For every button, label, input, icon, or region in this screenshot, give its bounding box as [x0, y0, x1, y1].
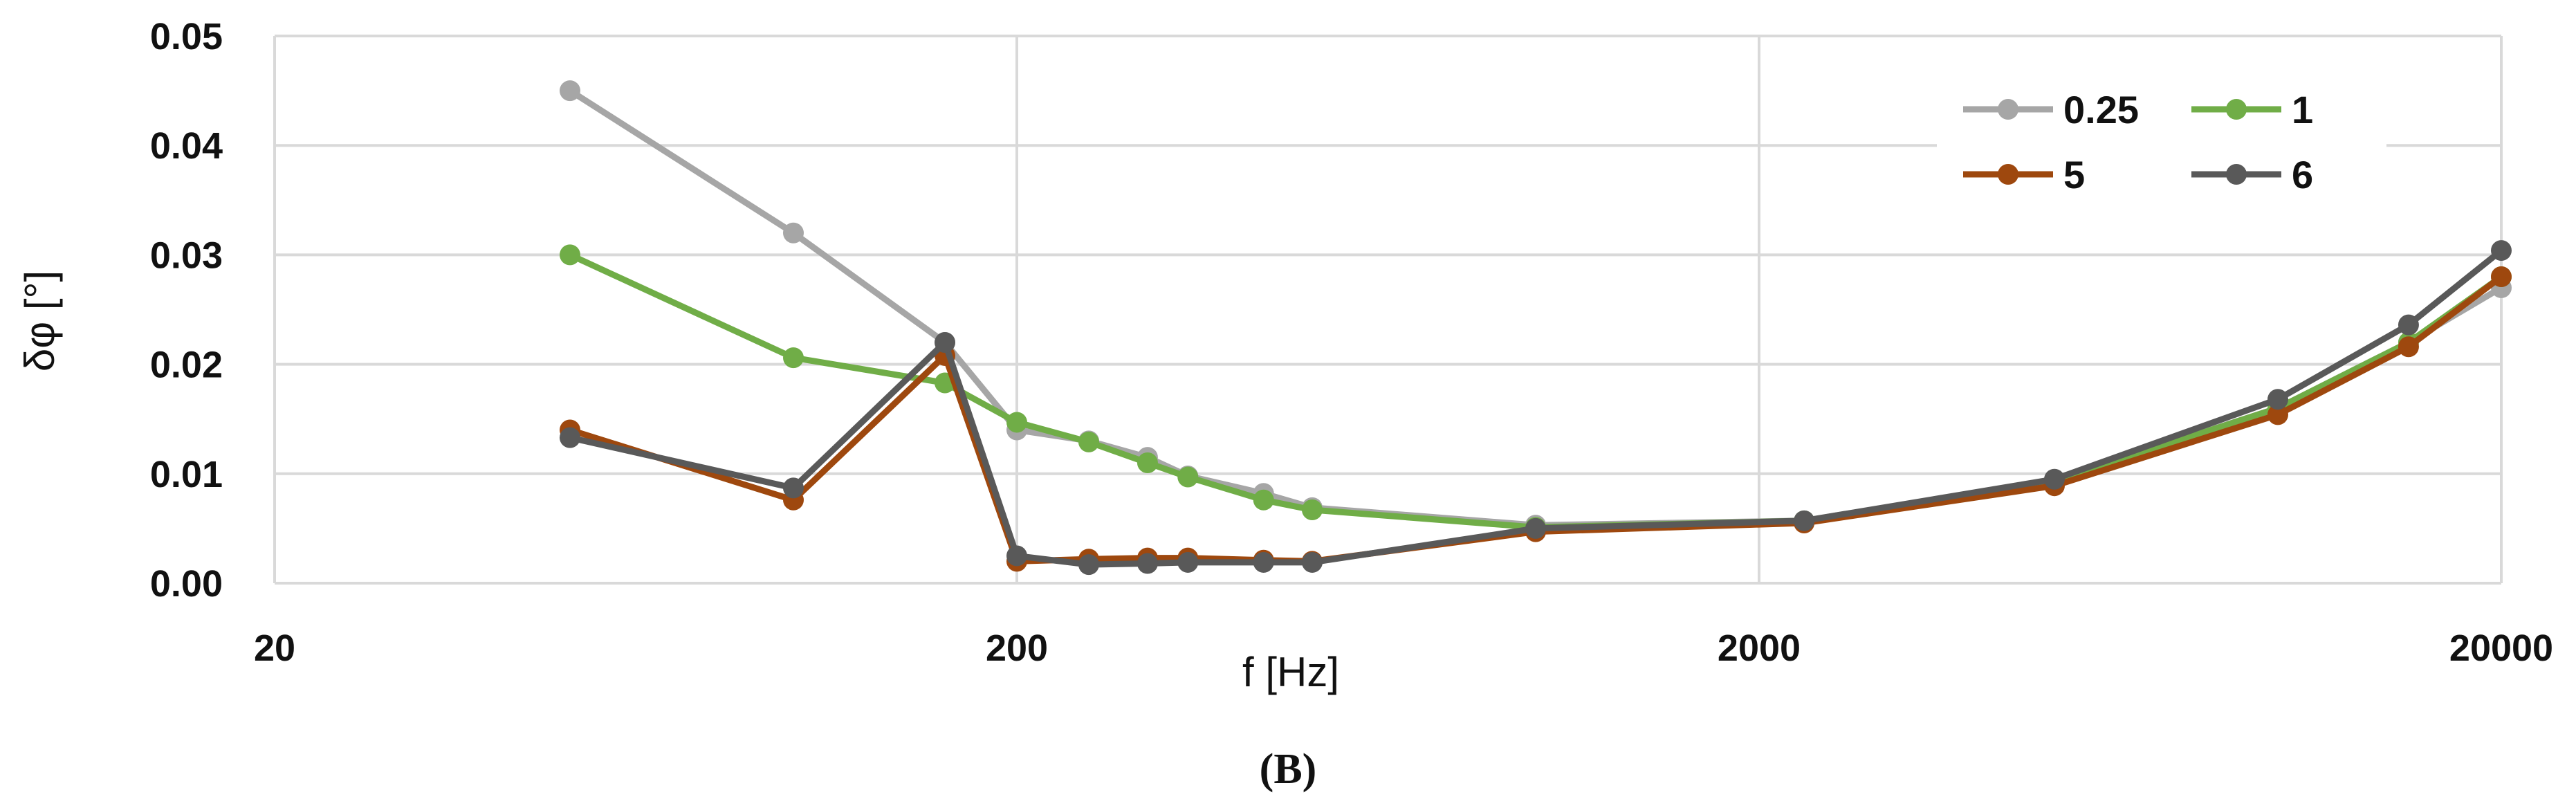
- legend: 0.25 1 5 6: [1937, 83, 2386, 196]
- data-point: [2398, 314, 2419, 336]
- data-point: [1301, 551, 1323, 573]
- data-point: [1137, 553, 1158, 574]
- figure-label: (B): [1260, 746, 1317, 793]
- data-point: [559, 80, 580, 102]
- y-axis-title: δφ [°]: [17, 270, 63, 371]
- data-point: [1177, 551, 1199, 573]
- data-point: [2267, 389, 2288, 410]
- x-tick-label: 20: [254, 627, 295, 669]
- data-point: [2398, 336, 2419, 358]
- data-point: [782, 347, 804, 369]
- data-point: [2267, 404, 2288, 425]
- legend-item: 5: [1963, 153, 2085, 196]
- x-tick-label: 20000: [2449, 627, 2553, 669]
- data-point: [559, 427, 580, 448]
- data-point: [1006, 412, 1027, 433]
- data-point: [1078, 431, 1099, 452]
- x-tick-label: 200: [986, 627, 1048, 669]
- data-point: [935, 331, 956, 353]
- legend-item: 1: [2191, 88, 2313, 131]
- y-tick-label: 0.02: [150, 345, 223, 386]
- x-tick-label: 2000: [1718, 627, 1801, 669]
- data-point: [1794, 510, 1815, 531]
- data-point: [1006, 545, 1027, 567]
- data-point: [1301, 499, 1323, 521]
- y-tick-label: 0.05: [150, 16, 223, 57]
- data-point: [559, 244, 580, 266]
- data-point: [2491, 240, 2512, 261]
- series-line: [567, 87, 2505, 529]
- legend-swatch-marker: [2226, 164, 2247, 185]
- legend-label: 1: [2292, 88, 2313, 131]
- y-tick-label: 0.03: [150, 235, 223, 276]
- data-point: [1137, 452, 1158, 473]
- legend-swatch-marker: [1998, 164, 2018, 185]
- series-6: [559, 240, 2512, 576]
- legend-label: 5: [2063, 153, 2085, 196]
- legend-swatch-marker: [1998, 99, 2018, 120]
- data-point: [2491, 266, 2512, 288]
- legend-label: 6: [2292, 153, 2313, 196]
- series-1: [559, 244, 2512, 538]
- legend-label: 0.25: [2063, 88, 2139, 131]
- legend-item: 0.25: [1963, 88, 2139, 131]
- y-tick-label: 0.04: [150, 125, 223, 167]
- data-point: [1253, 489, 1274, 511]
- data-point: [1525, 517, 1546, 539]
- series-line: [567, 251, 2505, 531]
- legend-swatch-marker: [2226, 99, 2247, 120]
- series-layer: [559, 80, 2512, 576]
- x-axis-title: f [Hz]: [1242, 649, 1339, 695]
- y-axis-ticks: 0.00 0.01 0.02 0.03 0.04 0.05: [150, 16, 223, 605]
- data-point: [782, 477, 804, 499]
- data-point: [2043, 468, 2065, 490]
- y-tick-label: 0.00: [150, 563, 223, 605]
- x-axis-ticks: 20 200 2000 20000: [254, 627, 2553, 669]
- data-point: [1078, 554, 1099, 576]
- y-tick-label: 0.01: [150, 454, 223, 495]
- data-point: [1253, 551, 1274, 573]
- gridlines: [273, 35, 2503, 585]
- legend-item: 6: [2191, 153, 2313, 196]
- data-point: [782, 222, 804, 244]
- data-point: [1177, 466, 1199, 488]
